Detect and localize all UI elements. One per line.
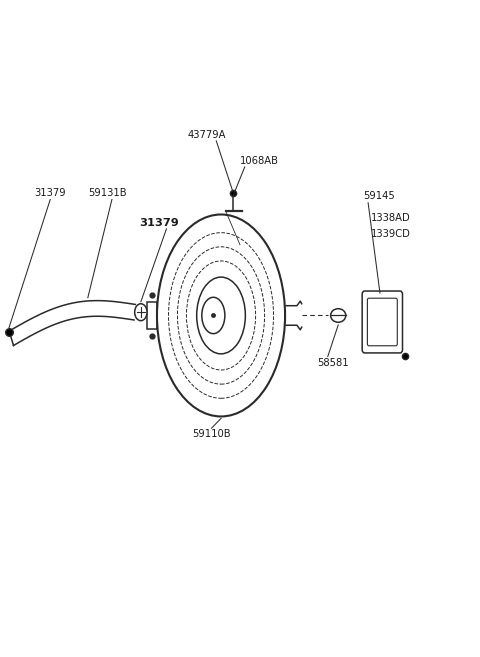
Text: 59131B: 59131B [88,188,126,198]
Text: 59145: 59145 [363,191,395,202]
Text: 31379: 31379 [35,188,66,198]
Text: 31379: 31379 [140,217,179,227]
Text: 43779A: 43779A [188,129,226,139]
Text: 59110B: 59110B [192,430,231,440]
Text: 1068AB: 1068AB [240,156,279,166]
Text: 58581: 58581 [317,358,348,368]
Text: 1338AD: 1338AD [371,213,410,223]
Bar [146,302,157,328]
Text: 1339CD: 1339CD [371,229,410,238]
Circle shape [135,304,147,321]
